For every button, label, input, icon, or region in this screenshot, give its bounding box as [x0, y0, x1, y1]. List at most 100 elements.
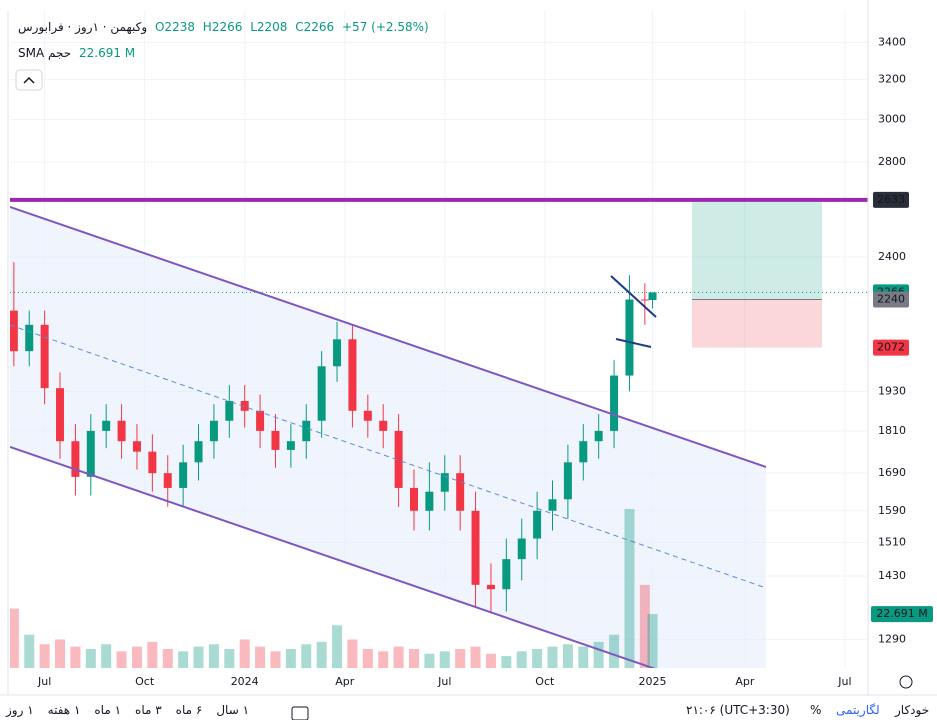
volume-bar [208, 644, 219, 668]
legend-header: وکبهمن · ۱روز · فرابورس O2238 H2266 L220… [18, 20, 433, 34]
candle-body [56, 388, 65, 442]
candle-body [625, 299, 634, 376]
y-tick-label: 1510 [878, 536, 906, 549]
volume-bar [224, 649, 235, 668]
volume-bar [578, 646, 589, 668]
settings-icon[interactable] [899, 675, 913, 689]
candle-body [648, 292, 657, 301]
candle-body [302, 420, 311, 442]
candle-body [225, 400, 234, 421]
volume-bar [193, 646, 204, 668]
candle-body [486, 584, 495, 590]
volume [10, 508, 658, 668]
volume-bar [301, 644, 312, 668]
range-button[interactable]: ۳ ماه [135, 703, 162, 717]
volume-bar [455, 649, 466, 668]
volume-bar [362, 649, 373, 668]
candle-body [132, 441, 141, 452]
y-tick-label: 2400 [878, 250, 906, 263]
candle-body [471, 510, 480, 585]
candle-body [517, 538, 526, 560]
percent-toggle[interactable]: % [810, 703, 822, 717]
volume-bar [647, 614, 658, 668]
range-button[interactable]: ۱ روز [6, 703, 34, 717]
range-button[interactable]: ۱ ماه [94, 703, 122, 717]
candle-body [548, 499, 557, 511]
volume-bar [10, 608, 19, 668]
symbol-title: وکبهمن · ۱روز · فرابورس [18, 20, 148, 34]
range-button[interactable]: ۱ سال [216, 703, 250, 717]
candle-body [333, 339, 342, 367]
price-label: 2240 [877, 293, 905, 306]
channel-middle [10, 324, 767, 589]
y-tick-label: 1590 [878, 504, 906, 517]
volume-bar [532, 649, 543, 668]
volume-bar [162, 649, 173, 668]
volume-bar [562, 644, 573, 668]
volume-bar [116, 651, 127, 668]
close-label: C2266 [295, 20, 335, 34]
candle-body [579, 441, 588, 463]
candle-body [71, 441, 80, 477]
x-tick-label: 2025 [639, 675, 667, 688]
candle-body [502, 559, 511, 590]
high-label: H2266 [202, 20, 243, 34]
candle-body [379, 420, 388, 431]
volume-label-bg [871, 606, 933, 623]
calendar-icon[interactable] [291, 706, 309, 720]
volume-bar [439, 651, 450, 668]
volume-bar [255, 646, 266, 668]
candle-body [440, 473, 449, 492]
x-tick-label: Oct [135, 675, 155, 688]
y-tick-label: 1810 [878, 424, 906, 437]
change-label: +57 (+2.58%) [342, 20, 429, 34]
candle-body [363, 410, 372, 421]
log-toggle[interactable]: لگاریتمی [836, 703, 880, 717]
y-tick-label: 3200 [878, 73, 906, 86]
volume-bar [239, 639, 250, 668]
x-tick-label: Apr [735, 675, 755, 688]
candle-body [409, 487, 418, 511]
candle-body [179, 462, 188, 488]
levels [10, 197, 868, 293]
volume-bar [424, 653, 435, 668]
indicator-legend: حجم SMA 22.691 M [18, 46, 139, 60]
position-tool [692, 199, 822, 348]
volume-bar [332, 625, 343, 668]
volume-bar [485, 653, 496, 668]
collapse-button[interactable] [15, 69, 43, 91]
candle-body [117, 420, 126, 442]
channel-lines [10, 206, 767, 668]
volume-bar [147, 641, 158, 668]
volume-bar [393, 646, 404, 668]
candle-body [102, 420, 111, 431]
price-label: 2072 [877, 341, 905, 354]
volume-bar [547, 646, 558, 668]
candle-body [394, 430, 403, 488]
y-tick-label: 2800 [878, 155, 906, 168]
candle-body [317, 366, 326, 421]
range-button[interactable]: ۶ ماه [175, 703, 203, 717]
volume-bar [347, 639, 358, 668]
y-tick-label: 1430 [878, 569, 906, 582]
candle-body [40, 324, 49, 389]
collapse-icon [23, 76, 35, 84]
volume-bar [178, 651, 189, 668]
low-label: L2208 [250, 20, 288, 34]
candle-body [425, 491, 434, 511]
candle-body [456, 473, 465, 511]
range-button[interactable]: ۱ هفته [47, 703, 81, 717]
volume-bar [639, 584, 650, 668]
channel-lower [10, 446, 656, 668]
volume-bar [408, 649, 419, 668]
price-label: 2633 [877, 193, 905, 206]
candle-body [256, 410, 265, 431]
auto-toggle[interactable]: خودکار [895, 703, 930, 717]
range-buttons: ۱ روز ۱ هفته ۱ ماه ۳ ماه ۶ ماه ۱ سال [6, 703, 249, 717]
stop-zone [692, 299, 822, 348]
x-tick-label: Apr [335, 675, 355, 688]
candle-body [209, 420, 218, 442]
x-tick-label: Oct [535, 675, 555, 688]
timezone[interactable]: ۲۱:۰۶ (UTC+3:30) [686, 703, 790, 717]
